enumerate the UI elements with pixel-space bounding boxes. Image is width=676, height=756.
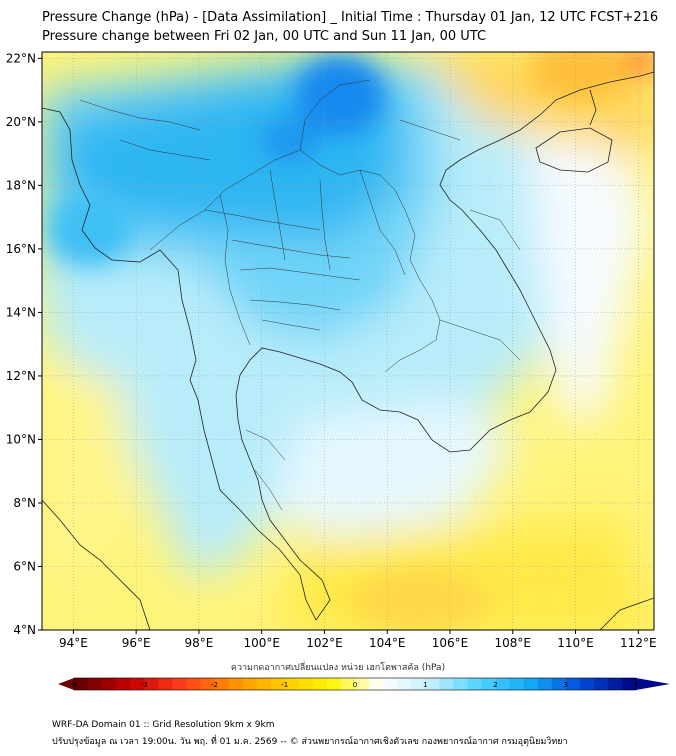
colorbar-cell xyxy=(495,678,511,690)
coastlines xyxy=(42,71,654,630)
colorbar-cell xyxy=(579,678,595,690)
lon-tick-label: 106°E xyxy=(432,636,469,650)
colorbar-cell xyxy=(607,678,623,690)
lat-tick-label: 14°N xyxy=(6,305,36,319)
colorbar-cell xyxy=(312,678,328,690)
colorbar-tick-label: -2 xyxy=(211,681,218,689)
colorbar-tick-label: 0 xyxy=(353,681,357,689)
colorbar-cell xyxy=(326,678,342,690)
colorbar-cell xyxy=(88,678,103,690)
lon-tick-label: 112°E xyxy=(620,636,657,650)
lon-tick-label: 108°E xyxy=(495,636,532,650)
colorbar-cell xyxy=(102,678,117,690)
colorbar-cell xyxy=(397,678,412,690)
colorbar-cell xyxy=(551,678,567,690)
colorbar-cell xyxy=(439,678,454,690)
map-frame xyxy=(41,51,655,631)
lat-tick-label: 12°N xyxy=(6,369,36,383)
colorbar-cell xyxy=(467,678,482,690)
colorbar-cell xyxy=(172,678,187,690)
colorbar-cell xyxy=(369,678,384,690)
colorbar-cell xyxy=(621,678,637,690)
colorbar-tick-label: -1 xyxy=(281,681,288,689)
colorbar-min-arrow xyxy=(58,678,74,690)
colorbar-cell xyxy=(509,678,525,690)
lat-tick-label: 16°N xyxy=(6,242,36,256)
colorbar-cell xyxy=(158,678,173,690)
colorbar-cell xyxy=(425,678,440,690)
colorbar-cell xyxy=(200,678,215,690)
colorbar-cell xyxy=(355,678,370,690)
lat-tick-label: 18°N xyxy=(6,178,36,192)
lat-tick-label: 22°N xyxy=(6,51,36,65)
colorbar-cell xyxy=(411,678,426,690)
map-subtitle: Pressure change between Fri 02 Jan, 00 U… xyxy=(42,29,487,44)
colorbar-tick-label: 4 xyxy=(634,681,639,689)
colorbar-cell xyxy=(340,678,356,690)
colorbar-tick-label: 3 xyxy=(564,681,568,689)
colorbar-cell xyxy=(214,678,230,690)
colorbar-cell xyxy=(144,678,159,690)
lon-tick-label: 110°E xyxy=(557,636,594,650)
colorbar-cell xyxy=(74,678,89,690)
lon-tick-label: 104°E xyxy=(369,636,406,650)
pressure-field xyxy=(42,52,654,630)
colorbar-cell xyxy=(242,678,258,690)
colorbar-cell xyxy=(228,678,244,690)
colorbar-cell xyxy=(186,678,201,690)
colorbar-cell xyxy=(537,678,553,690)
lon-tick-label: 100°E xyxy=(243,636,280,650)
lat-tick-label: 8°N xyxy=(13,496,36,510)
footer-model-info: WRF-DA Domain 01 :: Grid Resolution 9km … xyxy=(52,720,275,730)
colorbar-cell xyxy=(130,678,145,690)
colorbar-cell xyxy=(284,678,300,690)
lat-tick-label: 6°N xyxy=(13,559,36,573)
colorbar: -4 -3 -2 -1 0 1 2 3 4 xyxy=(58,677,670,691)
borders xyxy=(79,79,521,511)
colorbar-cell xyxy=(256,678,272,690)
colorbar-cell xyxy=(453,678,468,690)
map-gridlines xyxy=(42,52,654,630)
colorbar-cell xyxy=(593,678,609,690)
map-title: Pressure Change (hPa) - [Data Assimilati… xyxy=(42,10,659,25)
lat-tick-label: 20°N xyxy=(6,115,36,129)
colorbar-cell xyxy=(523,678,539,690)
colorbar-cell xyxy=(565,678,581,690)
colorbar-tick-label: 2 xyxy=(493,681,497,689)
colorbar-tick-label: -4 xyxy=(71,681,79,689)
lon-tick-label: 102°E xyxy=(306,636,343,650)
colorbar-tick-label: 1 xyxy=(423,681,427,689)
longitude-ticks: 94°E 96°E 98°E 100°E 102°E 104°E 106°E 108°E 110… xyxy=(59,630,657,650)
lon-tick-label: 94°E xyxy=(59,636,88,650)
lat-tick-label: 4°N xyxy=(13,623,36,637)
latitude-ticks: 22°N 20°N 18°N 16°N 14°N 12°N 10°N 8°N 6°N 4°N xyxy=(6,51,42,637)
colorbar-label: ความกดอากาศเปลี่ยนแปลง หน่วย เฮกโตพาสคัล… xyxy=(230,663,446,673)
colorbar-cell xyxy=(481,678,496,690)
colorbar-cell xyxy=(383,678,398,690)
lon-tick-label: 96°E xyxy=(122,636,151,650)
footer-credit: ปรับปรุงข้อมูล ณ เวลา 19:00น. วัน พฤ. ที… xyxy=(52,737,568,747)
lat-tick-label: 10°N xyxy=(6,432,36,446)
colorbar-cell xyxy=(270,678,286,690)
colorbar-cell xyxy=(116,678,131,690)
colorbar-max-arrow xyxy=(636,678,670,690)
colorbar-tick-label: -3 xyxy=(141,681,148,689)
colorbar-cell xyxy=(298,678,314,690)
lon-tick-label: 98°E xyxy=(184,636,213,650)
